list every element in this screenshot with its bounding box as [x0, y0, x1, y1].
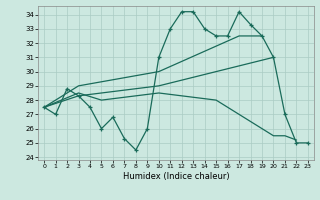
X-axis label: Humidex (Indice chaleur): Humidex (Indice chaleur) — [123, 172, 229, 181]
